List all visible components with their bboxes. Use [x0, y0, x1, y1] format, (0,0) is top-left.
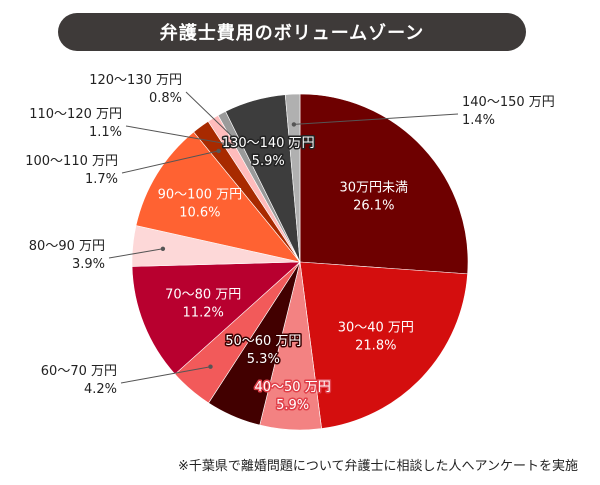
leader-dot: [291, 122, 297, 127]
leader-dot: [160, 246, 166, 251]
pie-slice: [131, 261, 301, 375]
slice-label: 130〜140 万円: [222, 136, 315, 151]
slice-label: 50〜60 万円: [225, 334, 301, 349]
slice-value-label: 5.9%: [276, 398, 309, 413]
leader-line: [125, 125, 229, 145]
slice-value-label: 1.4%: [462, 113, 495, 128]
slice-label: 70〜80 万円: [165, 288, 241, 303]
slice-label: 90〜100 万円: [158, 187, 243, 202]
leader-dot: [226, 141, 231, 147]
slice-value-label: 0.8%: [149, 91, 182, 106]
slice-value-label: 4.2%: [84, 382, 117, 397]
slice-value-label: 3.9%: [72, 257, 105, 272]
leader-line: [121, 150, 219, 174]
leader-dot: [233, 137, 239, 143]
leader-dot: [216, 148, 221, 154]
slice-value-label: 26.1%: [353, 198, 394, 213]
slice-label: 80〜90 万円: [29, 239, 105, 254]
leader-line: [108, 248, 163, 259]
slice-value-label: 1.1%: [89, 125, 122, 140]
slice-value-label: 1.7%: [85, 172, 118, 187]
slice-label: 30〜40 万円: [338, 321, 414, 336]
slice-label: 140〜150 万円: [462, 95, 555, 110]
slice-label: 60〜70 万円: [41, 364, 117, 379]
slice-label: 100〜110 万円: [25, 154, 118, 169]
slice-label: 30万円未満: [340, 180, 409, 195]
slice-value-label: 11.2%: [183, 306, 224, 321]
pie-slice: [299, 93, 469, 275]
chart-title: 弁護士費用のボリュームゾーン: [58, 13, 526, 51]
leader-dot: [208, 364, 213, 369]
slice-value-label: 5.9%: [252, 154, 285, 169]
slice-value-label: 10.6%: [179, 205, 220, 220]
leader-line: [120, 366, 211, 384]
pie-slice: [299, 261, 468, 429]
slice-label: 40〜50 万円: [254, 380, 330, 395]
leader-line: [293, 113, 459, 125]
footnote: ※千葉県で離婚問題について弁護士に相談した人へアンケートを実施: [178, 459, 578, 474]
pie-slice: [284, 93, 301, 263]
slice-label: 120〜130 万円: [89, 73, 182, 88]
leader-line: [185, 91, 237, 141]
slice-label: 110〜120 万円: [29, 107, 122, 122]
pie-slice: [135, 131, 301, 263]
slice-value-label: 21.8%: [355, 339, 396, 354]
slice-value-label: 5.3%: [247, 352, 280, 367]
